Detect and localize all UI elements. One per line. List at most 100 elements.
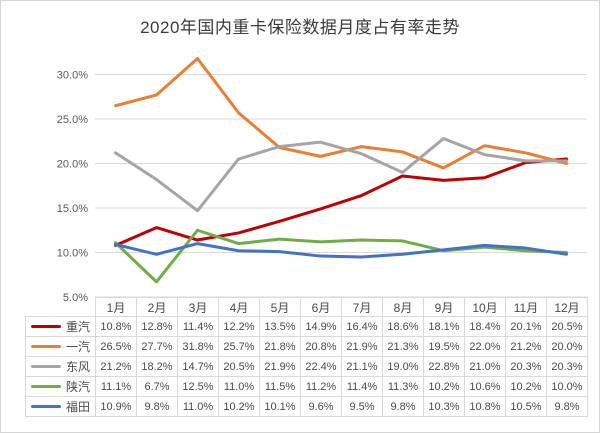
y-axis-tick-label: 25.0% (57, 114, 88, 126)
legend-line-icon (30, 325, 61, 328)
month-header-row: 1月 2月 3月 4月 5月 6月 7月 8月 9月 10月 11月 12月 (26, 297, 588, 317)
value-cell: 20.5% (546, 316, 588, 337)
table-row-福田: 福田 10.9% 9.8% 11.0% 10.2% 10.1% 9.6% 9.5% 9.8% 10… (25, 396, 588, 417)
value-cell: 27.7% (136, 336, 178, 357)
value-cell: 11.4% (341, 376, 383, 397)
legend-entry: 重汽 (27, 318, 95, 335)
series-legend-cell: 福田 (25, 396, 96, 417)
value-cell: 11.0% (177, 396, 219, 417)
value-cell: 11.1% (95, 376, 137, 397)
legend-line-icon (30, 365, 61, 368)
value-cell: 9.6% (300, 396, 342, 417)
value-cell: 21.3% (382, 336, 424, 357)
value-cell: 10.6% (464, 376, 506, 397)
legend-line-icon (30, 385, 61, 388)
value-cell: 18.6% (382, 316, 424, 337)
value-cell: 10.2% (218, 396, 260, 417)
legend-entry: 东风 (27, 358, 95, 375)
table-row-东风: 东风 21.2% 18.2% 14.7% 20.5% 21.9% 22.4% 21.1% 19.… (25, 356, 588, 377)
value-cell: 12.2% (218, 316, 260, 337)
value-cell: 20.3% (546, 356, 588, 377)
series-name-label: 重汽 (65, 320, 90, 334)
series-legend-cell: 陕汽 (25, 376, 96, 397)
series-legend-cell: 一汽 (25, 336, 96, 357)
value-cell: 20.3% (505, 356, 547, 377)
value-cell: 19.5% (423, 336, 465, 357)
month-header-cell: 12月 (546, 297, 588, 317)
value-cell: 21.0% (464, 356, 506, 377)
y-axis-tick-label: 15.0% (57, 203, 88, 215)
y-axis-tick-label: 30.0% (57, 70, 88, 82)
series-name-label: 一汽 (65, 340, 90, 354)
legend-line-icon (30, 405, 61, 408)
month-header-cell: 8月 (382, 297, 424, 317)
month-header-cell: 9月 (423, 297, 465, 317)
value-cell: 19.0% (382, 356, 424, 377)
value-cell: 10.8% (464, 396, 506, 417)
value-cell: 10.0% (546, 376, 588, 397)
value-cell: 6.7% (136, 376, 178, 397)
value-cell: 18.4% (464, 316, 506, 337)
value-cell: 9.8% (136, 396, 178, 417)
value-cell: 11.5% (259, 376, 301, 397)
value-cell: 20.1% (505, 316, 547, 337)
chart-data-table: 1月 2月 3月 4月 5月 6月 7月 8月 9月 10月 11月 12月 重汽 10.8% 12.8%… (25, 297, 588, 417)
value-cell: 12.5% (177, 376, 219, 397)
y-axis-tick-label: 5.0% (63, 292, 88, 304)
value-cell: 10.3% (423, 396, 465, 417)
value-cell: 20.5% (218, 356, 260, 377)
month-header-cell: 11月 (505, 297, 547, 317)
month-header-cell: 3月 (177, 297, 219, 317)
value-cell: 11.4% (177, 316, 219, 337)
value-cell: 20.0% (546, 336, 588, 357)
value-cell: 10.9% (95, 396, 137, 417)
value-cell: 21.8% (259, 336, 301, 357)
value-cell: 9.8% (546, 396, 588, 417)
value-cell: 16.4% (341, 316, 383, 337)
y-axis-tick-label: 10.0% (57, 248, 88, 260)
value-cell: 25.7% (218, 336, 260, 357)
value-cell: 22.8% (423, 356, 465, 377)
value-cell: 12.8% (136, 316, 178, 337)
legend-entry: 福田 (27, 398, 95, 415)
month-header-cell: 10月 (464, 297, 506, 317)
value-cell: 11.2% (300, 376, 342, 397)
month-header-cell: 1月 (95, 297, 137, 317)
month-header-cell: 7月 (341, 297, 383, 317)
legend-line-icon (30, 345, 61, 348)
value-cell: 10.2% (423, 376, 465, 397)
series-line-重汽 (114, 157, 568, 247)
table-row-一汽: 一汽 26.5% 27.7% 31.8% 25.7% 21.8% 20.8% 21.9% 21.… (25, 336, 588, 357)
series-line-陕汽 (114, 228, 568, 284)
value-cell: 11.3% (382, 376, 424, 397)
series-line-一汽 (114, 56, 568, 170)
series-legend-cell: 重汽 (25, 316, 96, 337)
series-line-福田 (114, 242, 568, 259)
value-cell: 20.8% (300, 336, 342, 357)
chart-title: 2020年国内重卡保险数据月度占有率走势 (140, 18, 460, 37)
value-cell: 10.2% (505, 376, 547, 397)
value-cell: 21.1% (341, 356, 383, 377)
legend-entry: 陕汽 (27, 378, 95, 395)
series-line-东风 (114, 137, 568, 213)
value-cell: 21.9% (259, 356, 301, 377)
value-cell: 14.9% (300, 316, 342, 337)
month-header-cell: 6月 (300, 297, 342, 317)
value-cell: 21.2% (95, 356, 137, 377)
value-cell: 26.5% (95, 336, 137, 357)
table-row-陕汽: 陕汽 11.1% 6.7% 12.5% 11.0% 11.5% 11.2% 11.4% 11.3… (25, 376, 588, 397)
value-cell: 21.2% (505, 336, 547, 357)
series-name-label: 陕汽 (65, 380, 90, 394)
series-name-label: 东风 (65, 360, 90, 374)
table-corner-cell (26, 298, 96, 317)
value-cell: 31.8% (177, 336, 219, 357)
value-cell: 14.7% (177, 356, 219, 377)
value-cell: 10.5% (505, 396, 547, 417)
value-cell: 9.5% (341, 396, 383, 417)
value-cell: 18.1% (423, 316, 465, 337)
month-header-cell: 2月 (136, 297, 178, 317)
value-cell: 10.1% (259, 396, 301, 417)
value-cell: 9.8% (382, 396, 424, 417)
